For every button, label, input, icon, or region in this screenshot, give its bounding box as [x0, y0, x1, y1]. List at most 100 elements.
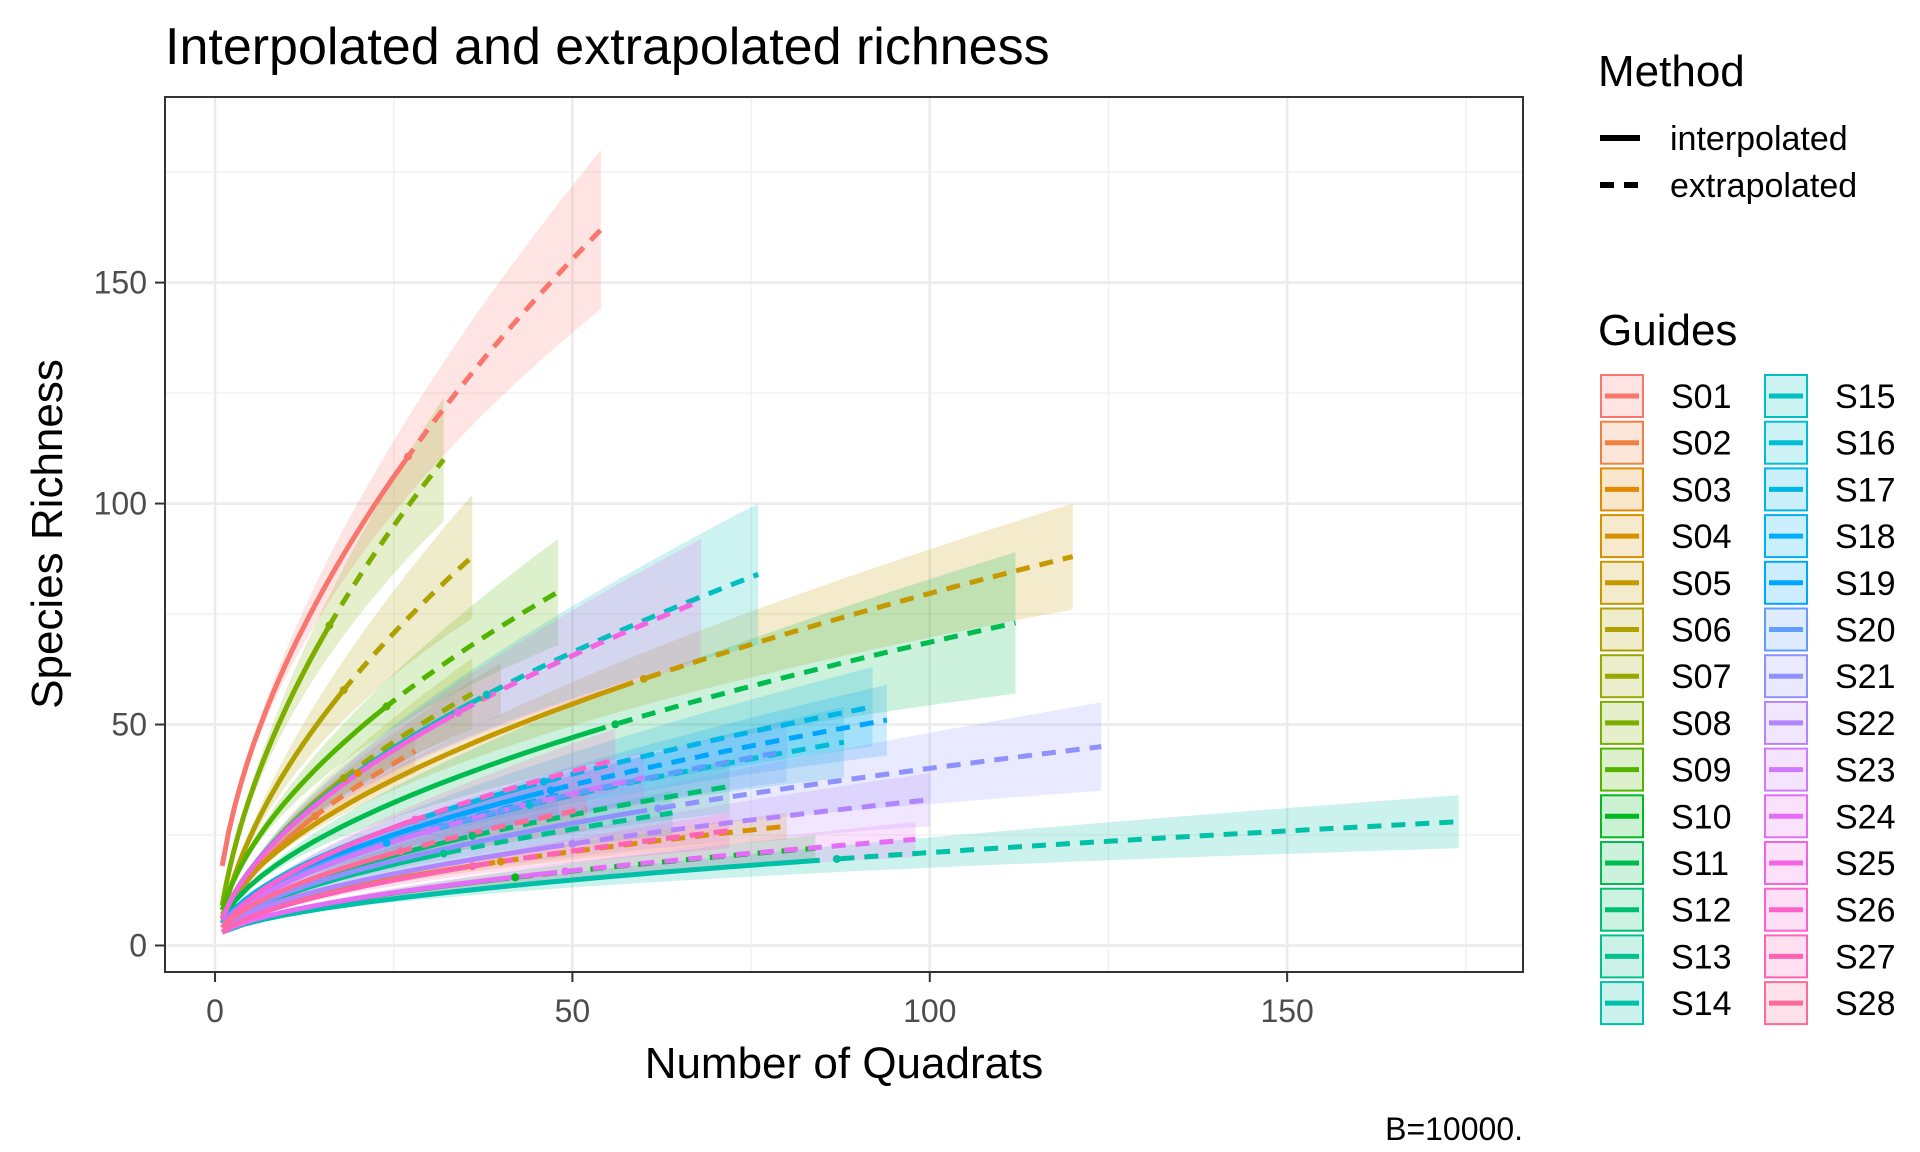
- curve-extrapolated-s25: [460, 598, 703, 713]
- curve-extrapolated-s28: [397, 806, 588, 855]
- observed-point-s23: [425, 826, 434, 835]
- observed-point-s04: [496, 857, 505, 866]
- curve-interpolated-s05: [220, 680, 635, 916]
- legend-label-s20: S20: [1835, 612, 1896, 650]
- legend-label-s03: S03: [1671, 471, 1732, 509]
- x-tick-label: 100: [903, 993, 956, 1029]
- legend-guides: Guides S01 S02 S03 S04 S05 S06 S07 S08 S09 S10 S11…: [1598, 306, 1896, 1026]
- curve-extrapolated-s23: [425, 775, 645, 835]
- curve-extrapolated-s27: [475, 828, 730, 869]
- band-s24: [222, 821, 916, 933]
- observed-point-s19: [546, 786, 555, 795]
- curve-extrapolated-s08: [327, 457, 446, 628]
- legend-label-s15: S15: [1835, 378, 1896, 416]
- y-axis-title: Species Richness: [23, 359, 72, 709]
- observed-point-s26: [411, 815, 420, 824]
- legend-label-s11: S11: [1671, 845, 1729, 883]
- curve-extrapolated-s15: [489, 571, 760, 696]
- curve-interpolated-s22: [220, 842, 565, 930]
- observed-point-s18: [382, 838, 391, 847]
- curve-extrapolated-s05: [646, 554, 1074, 680]
- observed-point-s01: [404, 452, 413, 461]
- observed-point-s20: [496, 807, 505, 816]
- observed-point-s15: [482, 690, 491, 699]
- observed-point-s03: [353, 769, 362, 778]
- grid-major: [165, 97, 1523, 972]
- curve-extrapolated-s07: [341, 691, 474, 781]
- curve-interpolated-s06: [219, 689, 346, 920]
- legend-label-s02: S02: [1671, 425, 1732, 463]
- x-tick-label: 150: [1260, 993, 1313, 1029]
- band-s27: [222, 812, 730, 933]
- legend-guides-title: Guides: [1598, 306, 1737, 355]
- observed-point-s28: [396, 847, 405, 856]
- curve-extrapolated-s24: [568, 836, 916, 874]
- band-s08: [222, 397, 444, 906]
- curve-interpolated-s01: [219, 458, 408, 867]
- band-s02: [222, 728, 416, 924]
- x-tick-label: 0: [206, 993, 224, 1029]
- grid-minor: [165, 97, 1523, 972]
- observed-point-s07: [339, 774, 348, 783]
- observed-point-s11: [611, 720, 620, 729]
- curve-interpolated-s14: [221, 857, 820, 935]
- legend-label-s09: S09: [1671, 752, 1732, 790]
- curve-extrapolated-s12: [475, 783, 731, 838]
- legend-label-s17: S17: [1835, 471, 1896, 509]
- band-s07: [222, 658, 473, 924]
- band-s14: [222, 795, 1459, 933]
- legend-label-s12: S12: [1671, 892, 1732, 930]
- observed-point-s13: [439, 849, 448, 858]
- band-s09: [222, 538, 559, 911]
- legend-label-s10: S10: [1671, 798, 1732, 836]
- curve-extrapolated-s06: [341, 554, 474, 693]
- x-axis-title: Number of Quadrats: [645, 1039, 1044, 1088]
- legend-label-s21: S21: [1835, 658, 1896, 696]
- legend-label-s27: S27: [1835, 938, 1896, 976]
- legend-label-s26: S26: [1835, 892, 1896, 930]
- legend-label-s24: S24: [1835, 798, 1896, 836]
- band-s25: [222, 538, 702, 919]
- legend-label-s25: S25: [1835, 845, 1896, 883]
- curve-extrapolated-s09: [382, 589, 560, 710]
- band-s01: [222, 150, 601, 866]
- chart-caption: B=10000.: [1385, 1111, 1523, 1147]
- curve-interpolated-s08: [219, 624, 332, 907]
- curve-interpolated-s09: [219, 706, 387, 911]
- legend-label-interpolated: interpolated: [1670, 120, 1848, 158]
- curve-extrapolated-s14: [840, 819, 1459, 862]
- curve-extrapolated-s02: [310, 748, 417, 821]
- legend-method-title: Method: [1598, 47, 1745, 96]
- y-tick-label: 150: [94, 265, 147, 301]
- observed-point-s16: [525, 800, 534, 809]
- observed-point-s02: [311, 812, 320, 821]
- legend-label-s07: S07: [1671, 658, 1732, 696]
- curve-extrapolated-s11: [618, 620, 1017, 726]
- legend-label-s23: S23: [1835, 752, 1896, 790]
- curve-extrapolated-s22: [575, 797, 931, 846]
- y-tick-label: 50: [111, 707, 147, 743]
- band-s15: [222, 503, 759, 919]
- legend-label-s08: S08: [1671, 705, 1732, 743]
- y-tick-label: 0: [129, 927, 147, 963]
- band-s20: [222, 720, 787, 924]
- curve-interpolated-s24: [221, 869, 558, 935]
- observed-point-s09: [382, 702, 391, 711]
- legend-label-s04: S04: [1671, 518, 1732, 556]
- observed-point-s05: [639, 674, 648, 683]
- x-tick-label: 50: [555, 993, 591, 1029]
- curve-extrapolated-s21: [661, 744, 1102, 811]
- legend-label-s14: S14: [1671, 985, 1732, 1023]
- observed-points: [311, 452, 841, 882]
- curve-extrapolated-s19: [553, 717, 888, 792]
- observed-point-s10: [511, 873, 520, 882]
- curve-interpolated-s27: [220, 864, 468, 935]
- y-axis: 0 50 100 150: [94, 265, 165, 963]
- x-axis: 0 50 100 150: [206, 972, 1314, 1029]
- band-s17: [222, 667, 873, 924]
- chart-title: Interpolated and extrapolated richness: [165, 18, 1050, 76]
- legend-label-s19: S19: [1835, 565, 1896, 603]
- observed-point-s22: [568, 839, 577, 848]
- curve-extrapolated-s17: [546, 704, 874, 784]
